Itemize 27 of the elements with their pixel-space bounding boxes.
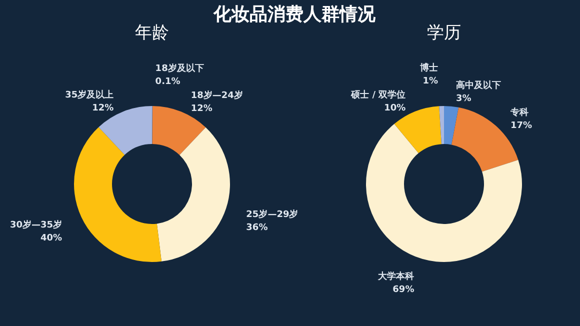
- slice-label: 30岁—35岁: [10, 220, 62, 231]
- data-label: 12%: [190, 104, 212, 114]
- data-label: 40%: [40, 234, 62, 244]
- data-label: 1%: [422, 76, 438, 87]
- chart-title: 年龄: [135, 23, 169, 43]
- donut-slice: [439, 106, 444, 144]
- slice-label: 硕士 / 双学位: [350, 90, 406, 101]
- data-label: 3%: [456, 94, 472, 104]
- donut-slice: [156, 127, 230, 262]
- text: 化妆品消费人群情况: [212, 4, 377, 25]
- data-label: 36%: [246, 223, 268, 234]
- slice-label: 18岁及以下: [155, 62, 204, 74]
- slice-label: 大学本科: [378, 271, 414, 282]
- slice-label: 25岁—29岁: [246, 209, 298, 220]
- data-label: 0.1%: [155, 76, 180, 87]
- slice-label: 高中及以下: [456, 80, 502, 91]
- donut-slice: [74, 127, 162, 262]
- data-label: 10%: [384, 104, 406, 114]
- slice-label: 18岁—24岁: [190, 90, 243, 101]
- slice-label: 35岁及以上: [65, 90, 114, 101]
- chart-title: 学历: [427, 23, 461, 43]
- data-label: 12%: [92, 104, 114, 114]
- donut-slice: [444, 106, 459, 145]
- slice-label: 专科: [509, 106, 528, 118]
- data-label: 69%: [392, 285, 414, 296]
- data-label: 17%: [510, 120, 532, 131]
- slice-label: 博士: [418, 62, 438, 74]
